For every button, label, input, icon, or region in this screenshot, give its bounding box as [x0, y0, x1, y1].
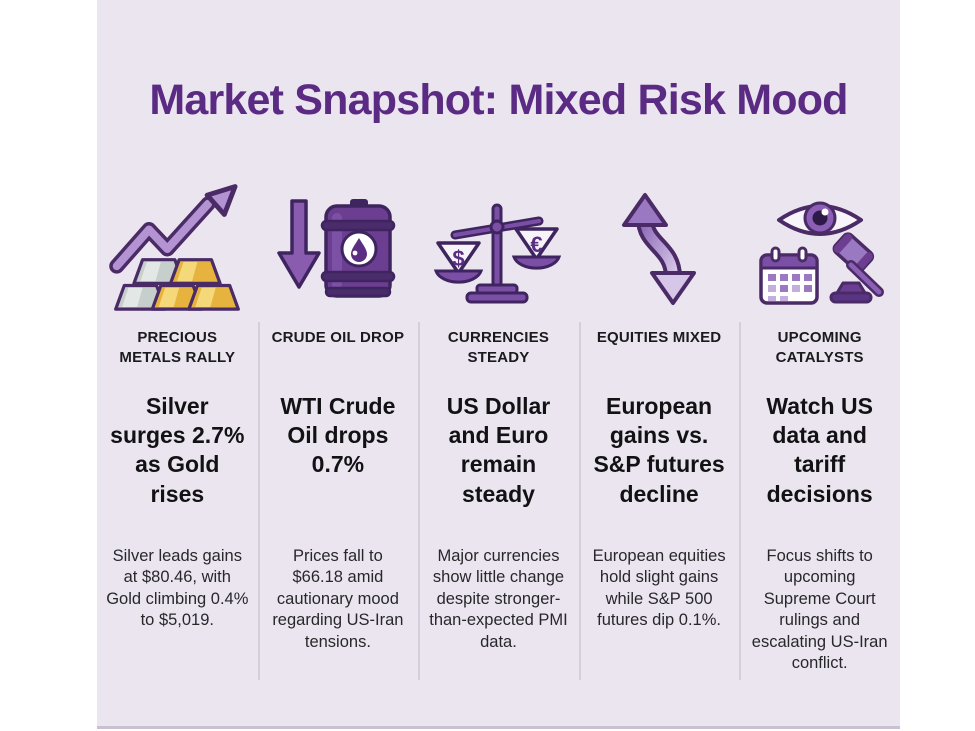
- infographic-panel: Market Snapshot: Mixed Risk Mood: [97, 0, 900, 729]
- column-body: European equities hold slight gains whil…: [592, 547, 726, 630]
- category-label: PRECIOUS METALS RALLY: [119, 329, 236, 366]
- column-body: Prices fall to $66.18 amid cautionary mo…: [272, 547, 404, 651]
- column-currencies: $ € CURRENCIES STEADY US Dollar and Euro…: [418, 176, 579, 675]
- column-divider: [739, 322, 742, 680]
- column-equities: EQUITIES MIXED European gains vs. S&P fu…: [579, 176, 740, 675]
- currency-balance-scale-icon: $ €: [431, 176, 565, 324]
- page-title: Market Snapshot: Mixed Risk Mood: [149, 76, 848, 124]
- column-body: Silver leads gains at $80.46, with Gold …: [106, 547, 249, 630]
- columns-row: PRECIOUS METALS RALLY Silver surges 2.7%…: [97, 176, 900, 675]
- precious-metals-rally-icon: [106, 176, 248, 324]
- column-headline: WTI Crude Oil drops 0.7%: [280, 393, 396, 478]
- column-crude-oil: CRUDE OIL DROP WTI Crude Oil drops 0.7% …: [258, 176, 419, 675]
- category-label: CRUDE OIL DROP: [271, 329, 405, 346]
- crude-oil-drop-icon: [272, 176, 404, 324]
- column-body: Focus shifts to upcoming Supreme Court r…: [751, 547, 888, 673]
- column-headline: Watch US data and tariff decisions: [766, 393, 873, 507]
- column-body: Major currencies show little change desp…: [429, 547, 568, 651]
- eye-calendar-gavel-icon: [751, 176, 889, 324]
- dollar-sign-glyph: $: [453, 246, 465, 271]
- column-divider: [578, 322, 581, 680]
- category-label: CURRENCIES STEADY: [447, 329, 550, 366]
- euro-sign-glyph: €: [531, 232, 543, 257]
- column-catalysts: UPCOMING CATALYSTS Watch US data and tar…: [739, 176, 900, 675]
- column-divider: [418, 322, 421, 680]
- column-precious-metals: PRECIOUS METALS RALLY Silver surges 2.7%…: [97, 176, 258, 675]
- category-label: EQUITIES MIXED: [596, 329, 722, 346]
- up-down-arrows-icon: [598, 176, 720, 324]
- category-label: UPCOMING CATALYSTS: [775, 329, 864, 366]
- column-headline: European gains vs. S&P futures decline: [593, 393, 725, 507]
- column-headline: US Dollar and Euro remain steady: [446, 393, 551, 507]
- column-divider: [257, 322, 260, 680]
- column-headline: Silver surges 2.7% as Gold rises: [110, 393, 245, 507]
